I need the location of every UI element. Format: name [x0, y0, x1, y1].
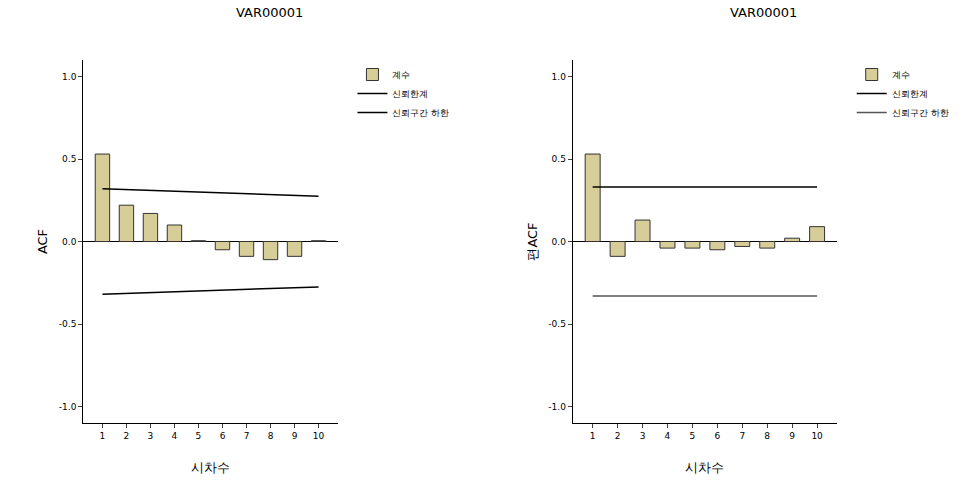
svg-text:1.0: 1.0	[552, 72, 567, 82]
svg-text:-0.5: -0.5	[548, 319, 566, 329]
svg-text:9: 9	[789, 431, 795, 441]
svg-text:2: 2	[124, 431, 130, 441]
svg-text:4: 4	[665, 431, 671, 441]
svg-text:0.5: 0.5	[62, 154, 76, 164]
svg-text:편ACF: 편ACF	[525, 222, 540, 260]
svg-text:9: 9	[292, 431, 298, 441]
svg-text:8: 8	[764, 431, 770, 441]
svg-text:신뢰한계: 신뢰한계	[392, 89, 428, 99]
svg-text:VAR00001: VAR00001	[730, 5, 797, 20]
svg-text:6: 6	[714, 431, 720, 441]
svg-text:신뢰구간 하한: 신뢰구간 하한	[392, 108, 449, 118]
svg-text:계수: 계수	[392, 70, 410, 80]
svg-text:5: 5	[196, 431, 202, 441]
svg-text:5: 5	[690, 431, 696, 441]
svg-text:0.5: 0.5	[552, 154, 566, 164]
svg-text:시차수: 시차수	[685, 460, 724, 475]
svg-text:6: 6	[220, 431, 226, 441]
svg-text:10: 10	[313, 431, 325, 441]
svg-text:-0.5: -0.5	[59, 319, 77, 329]
svg-text:2: 2	[615, 431, 621, 441]
svg-text:3: 3	[640, 431, 646, 441]
svg-text:0.0: 0.0	[62, 237, 77, 247]
svg-text:VAR00001: VAR00001	[236, 5, 303, 20]
svg-text:1: 1	[100, 431, 106, 441]
svg-text:계수: 계수	[892, 70, 910, 80]
svg-text:신뢰한계: 신뢰한계	[892, 89, 928, 99]
svg-text:3: 3	[148, 431, 154, 441]
svg-text:10: 10	[811, 431, 823, 441]
svg-text:시차수: 시차수	[191, 460, 230, 475]
svg-text:1.0: 1.0	[62, 72, 77, 82]
svg-text:-1.0: -1.0	[548, 402, 566, 412]
svg-text:신뢰구간 하한: 신뢰구간 하한	[892, 108, 949, 118]
svg-text:4: 4	[172, 431, 178, 441]
svg-text:0.0: 0.0	[552, 237, 567, 247]
svg-text:7: 7	[739, 431, 745, 441]
svg-text:1: 1	[590, 431, 596, 441]
svg-text:ACF: ACF	[35, 229, 50, 254]
svg-text:-1.0: -1.0	[59, 402, 77, 412]
svg-text:7: 7	[244, 431, 250, 441]
svg-text:8: 8	[268, 431, 274, 441]
